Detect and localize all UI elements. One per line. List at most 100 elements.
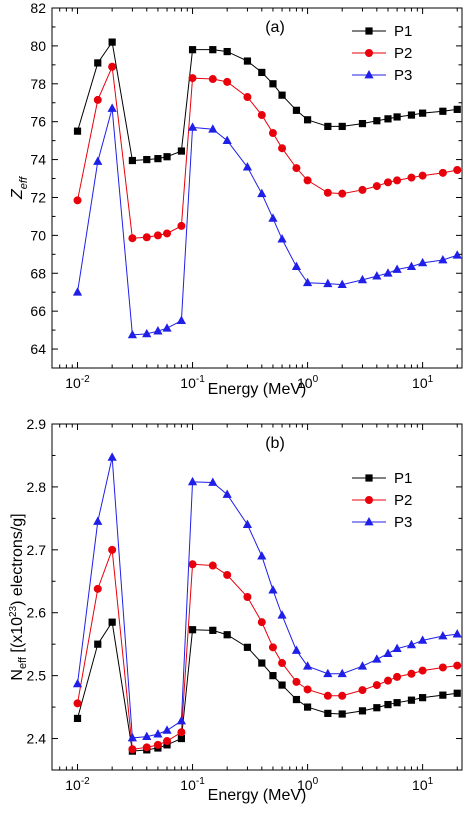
series-P2 <box>73 62 462 243</box>
data-point-P3 <box>302 661 313 670</box>
data-point-P2 <box>128 745 137 754</box>
data-point-P1 <box>292 106 301 114</box>
legend-item-P2: P2 <box>352 492 412 509</box>
data-point-P2 <box>292 164 301 173</box>
data-point-P3 <box>242 162 253 171</box>
data-point-P1 <box>188 46 197 54</box>
x-tick-label: 101 <box>412 776 434 793</box>
data-point-P1 <box>209 626 217 634</box>
data-point-P3 <box>93 516 103 525</box>
data-point-P1 <box>419 109 427 117</box>
y-tick-label: 76 <box>30 114 46 130</box>
data-point-P1 <box>223 47 231 56</box>
y-tick-label: 66 <box>30 303 46 319</box>
data-point-P1 <box>384 115 392 123</box>
data-point-P2 <box>323 691 332 700</box>
data-point-P2 <box>208 561 217 570</box>
x-axis-title: Energy (MeV) <box>208 787 307 804</box>
data-point-P1 <box>292 695 301 704</box>
y-tick-label: 82 <box>30 0 46 16</box>
data-point-P1 <box>384 700 392 709</box>
data-point-P2 <box>163 737 172 746</box>
y-tick-label: 2.4 <box>27 731 47 747</box>
legend-label: P1 <box>394 23 412 40</box>
x-tick-label: 100 <box>297 776 319 793</box>
data-point-P1 <box>453 105 461 113</box>
panel-a: 10-2 10-1 100 101 64 66 68 70 72 74 76 78 80 82 Energy… <box>9 0 463 398</box>
data-point-P3 <box>127 732 138 742</box>
data-point-P1 <box>177 147 186 155</box>
y-tick-label: 2.8 <box>27 479 47 495</box>
data-point-P2 <box>393 672 402 681</box>
y-tick-label: 68 <box>30 265 46 281</box>
data-point-P1 <box>303 116 312 124</box>
data-point-P3 <box>176 315 187 325</box>
legend-item-P3: P3 <box>352 514 412 531</box>
x-tick-label: 10-2 <box>65 776 90 793</box>
y-tick-label: 2.6 <box>27 605 47 621</box>
data-point-P1 <box>188 626 197 634</box>
data-point-P1 <box>73 714 82 723</box>
data-point-P3 <box>107 103 117 112</box>
data-point-P1 <box>373 704 381 712</box>
data-point-P2 <box>278 144 287 153</box>
data-point-P2 <box>303 685 312 694</box>
data-point-P3 <box>418 257 428 267</box>
data-point-P2 <box>268 643 277 652</box>
data-point-P3 <box>372 654 382 663</box>
data-point-P1 <box>128 156 137 165</box>
data-point-P2 <box>383 178 392 187</box>
data-point-P3 <box>127 329 138 339</box>
data-point-P2 <box>257 618 266 627</box>
y-tick-label: 80 <box>30 38 46 54</box>
data-point-P2 <box>338 691 347 700</box>
legend-marker <box>365 49 373 57</box>
data-point-P2 <box>257 111 266 120</box>
data-point-P3 <box>187 122 198 131</box>
data-point-P3 <box>418 635 428 644</box>
y-tick-label: 2.5 <box>27 668 47 684</box>
data-point-P3 <box>383 268 393 277</box>
data-point-P3 <box>257 188 267 198</box>
data-point-P2 <box>438 663 447 672</box>
y-tick-label: 70 <box>30 227 46 243</box>
series-P3 <box>72 452 462 742</box>
data-point-P3 <box>176 715 187 725</box>
x-axis-title: Energy (MeV) <box>208 381 307 398</box>
data-point-P2 <box>268 129 277 138</box>
data-point-P3 <box>438 631 448 640</box>
data-point-P1 <box>453 689 461 697</box>
data-point-P2 <box>128 234 137 243</box>
data-point-P1 <box>154 155 162 163</box>
series-P1 <box>73 38 461 165</box>
data-point-P1 <box>258 659 266 667</box>
data-point-P3 <box>337 668 347 678</box>
x-tick-label: 101 <box>412 374 434 391</box>
data-point-P3 <box>277 610 287 619</box>
data-point-P3 <box>93 156 103 165</box>
data-point-P1 <box>324 122 332 131</box>
data-point-P1 <box>243 57 252 65</box>
series-P2 <box>73 545 462 754</box>
data-point-P2 <box>223 570 232 579</box>
data-point-P3 <box>323 668 333 678</box>
data-point-P1 <box>269 672 277 680</box>
data-point-P1 <box>258 68 266 77</box>
data-point-P2 <box>418 171 427 180</box>
data-point-P2 <box>453 661 462 670</box>
data-point-P2 <box>93 95 102 104</box>
y-tick-label: 74 <box>30 152 46 168</box>
data-point-P2 <box>407 669 416 678</box>
x-tick-label: 10-1 <box>180 374 205 391</box>
data-point-P2 <box>153 740 162 749</box>
data-point-P1 <box>373 117 381 125</box>
data-point-P2 <box>163 229 172 238</box>
data-point-P2 <box>418 666 427 675</box>
legend-label: P2 <box>394 492 412 509</box>
data-point-P1 <box>223 631 231 639</box>
x-tick-label: 10-2 <box>65 374 90 391</box>
data-point-P2 <box>73 699 82 708</box>
data-point-P3 <box>392 264 402 273</box>
